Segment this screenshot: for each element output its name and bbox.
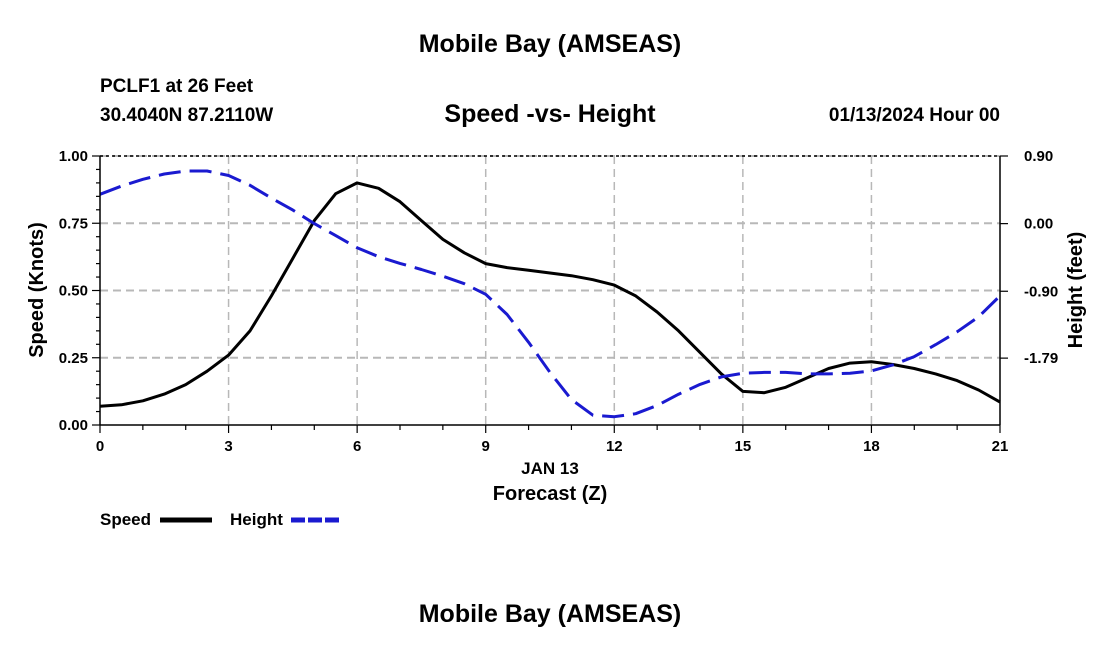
x-tick-label: 3 bbox=[224, 438, 232, 455]
y-left-tick-label: 0.50 bbox=[59, 283, 88, 300]
grid bbox=[100, 155, 1000, 425]
y-right-tick-label: 0.90 bbox=[1024, 148, 1053, 165]
series-line-height bbox=[99, 169, 1002, 419]
y-right-tick-label: -0.90 bbox=[1024, 283, 1058, 300]
y-left-tick-label: 0.25 bbox=[59, 350, 88, 367]
y-right-tick-label: 0.00 bbox=[1024, 216, 1053, 233]
y-left-tick-label: 0.00 bbox=[59, 417, 88, 434]
chart-subtitle: Speed -vs- Height bbox=[444, 100, 656, 128]
x-tick-label: 15 bbox=[735, 438, 752, 455]
y-axis-right-title: Height (feet) bbox=[1065, 232, 1087, 349]
x-tick-label: 9 bbox=[482, 438, 490, 455]
x-axis-sublabel: JAN 13 bbox=[521, 459, 579, 478]
axes bbox=[92, 155, 1008, 433]
legend-label-speed: Speed bbox=[100, 510, 151, 529]
axis-labels: 0 3 6 9 12 15 18 21 0.00 0.25 0.50 0.75 1.00 -1.79 -0.… bbox=[26, 148, 1087, 505]
series-line-speed bbox=[99, 181, 1001, 408]
series-lines bbox=[99, 169, 1002, 419]
y-left-tick-label: 0.75 bbox=[59, 215, 88, 232]
y-right-tick-label: -1.79 bbox=[1024, 350, 1058, 367]
legend-label-height: Height bbox=[230, 510, 283, 529]
chart-title: Mobile Bay (AMSEAS) bbox=[418, 30, 682, 58]
x-tick-label: 21 bbox=[992, 438, 1009, 455]
x-tick-label: 0 bbox=[96, 438, 104, 455]
x-axis-title: Forecast (Z) bbox=[493, 483, 607, 505]
x-tick-label: 6 bbox=[353, 438, 361, 455]
footer-title: Mobile Bay (AMSEAS) bbox=[418, 600, 682, 628]
coordinates-label: 30.4040N 87.2110W bbox=[100, 105, 274, 126]
y-axis-left-title: Speed (Knots) bbox=[26, 222, 48, 358]
station-label: PCLF1 at 26 Feet bbox=[100, 76, 254, 97]
x-tick-label: 18 bbox=[863, 438, 880, 455]
legend: Speed Height bbox=[100, 510, 342, 529]
y-left-tick-label: 1.00 bbox=[59, 148, 88, 165]
forecast-datetime: 01/13/2024 Hour 00 bbox=[828, 105, 1000, 126]
x-tick-label: 12 bbox=[606, 438, 623, 455]
